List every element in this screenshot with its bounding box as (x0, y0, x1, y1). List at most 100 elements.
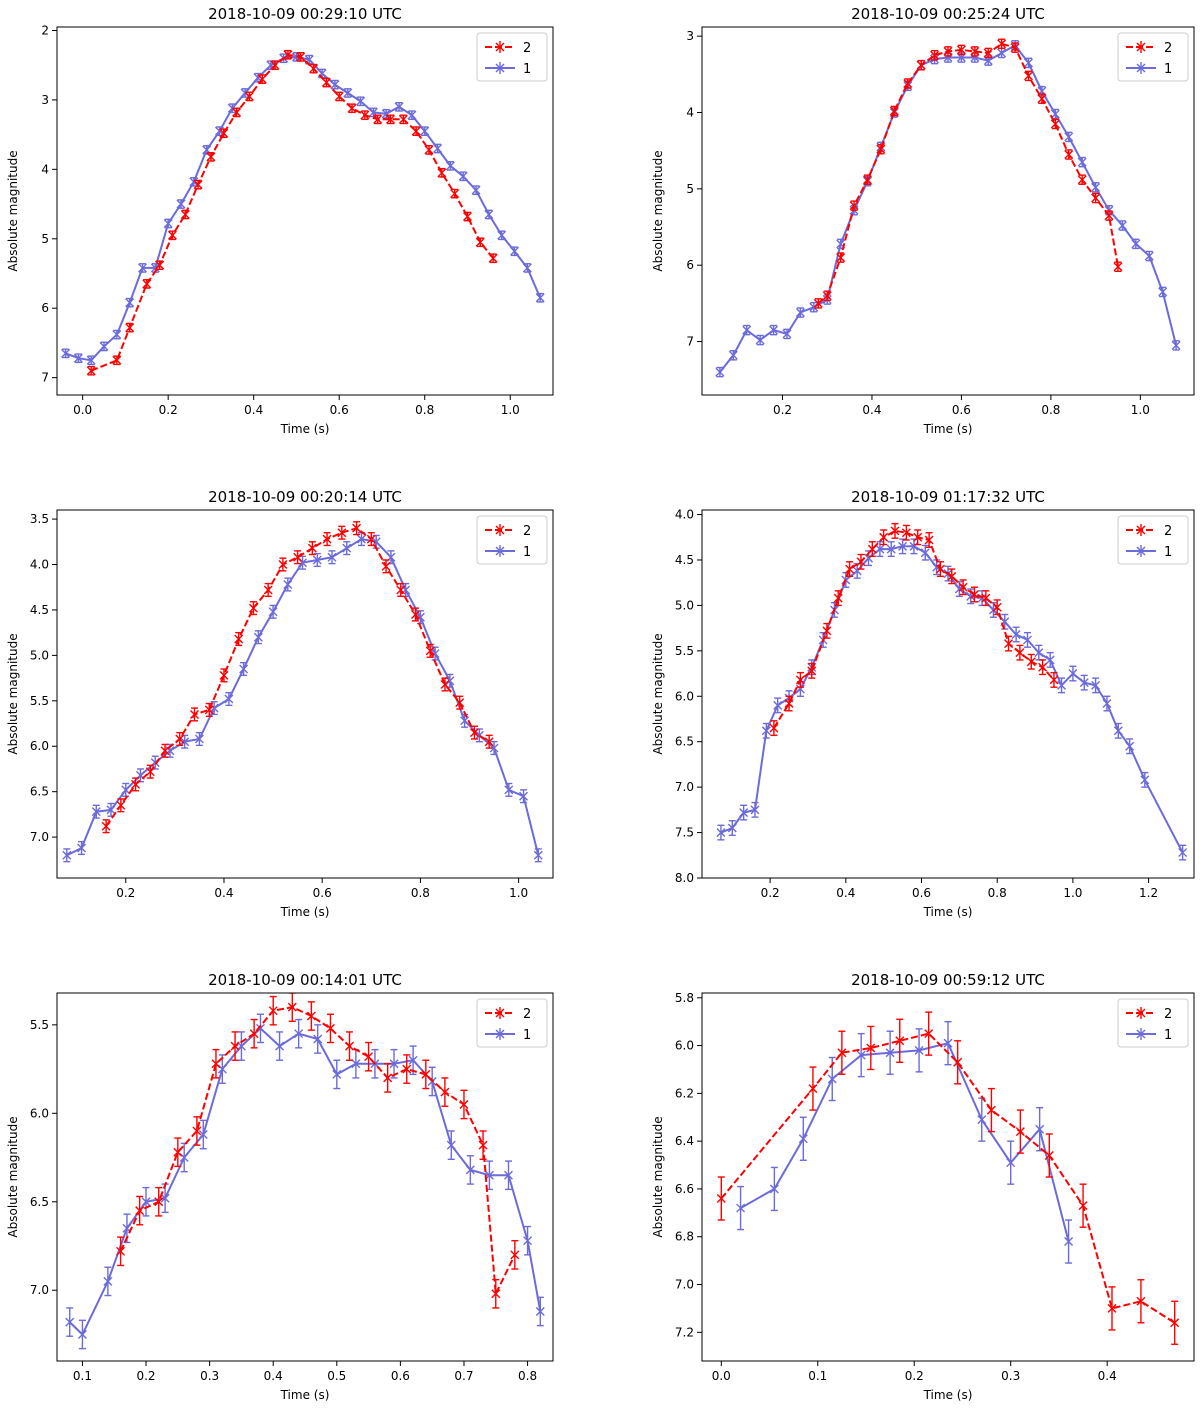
point-marker (91, 807, 101, 817)
data-point (947, 568, 957, 585)
data-point (402, 1054, 412, 1084)
point-marker (956, 45, 966, 55)
data-point (867, 541, 877, 558)
marker-stroke (194, 734, 204, 744)
point-marker (992, 602, 1002, 612)
y-tick-label: 7 (41, 371, 49, 385)
marker-stroke (535, 1306, 545, 1316)
point-marker (914, 1045, 924, 1055)
marker-stroke (471, 185, 481, 195)
marker-stroke (1136, 1296, 1146, 1306)
data-point (491, 1278, 501, 1309)
data-point (219, 128, 229, 139)
point-marker (249, 1029, 259, 1039)
data-point (167, 230, 177, 241)
data-point (1011, 626, 1021, 643)
point-marker (736, 1203, 746, 1213)
data-point (145, 764, 155, 779)
chart-panel-6: 0.0 0.1 0.2 0.3 0.4 5.8 6.0 6.2 6.4 6.6 6.8 7.0 7.2 2… (651, 971, 1195, 1402)
axes-frame (701, 992, 1195, 1362)
data-point (1170, 1300, 1180, 1345)
point-marker (519, 791, 529, 801)
data-point (484, 734, 494, 749)
point-marker (206, 152, 216, 162)
marker-stroke (1170, 1318, 1180, 1328)
point-marker (366, 534, 376, 544)
legend: 21 (1117, 515, 1189, 565)
legend-marker (495, 63, 505, 73)
marker-stroke (914, 1045, 924, 1055)
data-point (1004, 635, 1014, 652)
data-point (885, 1030, 895, 1075)
point-marker (381, 561, 391, 571)
data-point (230, 1031, 240, 1061)
point-marker (180, 737, 190, 747)
marker-stroke (91, 807, 101, 817)
data-point (283, 577, 293, 592)
point-marker (352, 523, 362, 533)
x-tick-label: 0.2 (159, 403, 178, 417)
point-marker (86, 355, 96, 365)
marker-stroke (1010, 43, 1020, 53)
data-point (73, 353, 83, 364)
marker-stroke (478, 1140, 488, 1150)
data-point (924, 1011, 934, 1056)
marker-stroke (325, 1023, 335, 1033)
point-marker (924, 1029, 934, 1039)
point-marker (1035, 1124, 1045, 1134)
data-point (268, 995, 278, 1026)
data-point (875, 541, 885, 558)
data-point (901, 524, 911, 541)
series-1 (62, 532, 543, 863)
data-point (478, 1130, 488, 1161)
marker-stroke (268, 1006, 278, 1016)
point-marker (716, 1194, 726, 1204)
data-point (836, 252, 846, 263)
data-point (1136, 1279, 1146, 1324)
data-point (916, 59, 926, 71)
point-marker (986, 1105, 996, 1115)
marker-stroke (266, 60, 276, 70)
legend: 21 (476, 515, 548, 565)
point-marker (813, 298, 823, 308)
x-tick-label: 0.4 (836, 886, 855, 900)
point-marker (1140, 775, 1150, 785)
series-1-line (740, 1042, 1070, 1242)
data-point (307, 541, 317, 556)
marker-stroke (903, 79, 913, 88)
axes-frame (701, 26, 1195, 396)
marker-stroke (342, 543, 352, 553)
data-point (1171, 340, 1181, 351)
point-marker (1011, 629, 1021, 639)
point-marker (65, 1317, 75, 1327)
marker-stroke (236, 1041, 246, 1051)
point-marker (411, 609, 420, 619)
data-point (1068, 665, 1078, 682)
data-point (808, 1066, 818, 1111)
marker-stroke (958, 582, 968, 592)
point-marker (396, 585, 406, 595)
point-marker (1125, 741, 1135, 751)
point-marker (1117, 221, 1127, 231)
chart-panel-4: 0.2 0.4 0.6 0.8 1.0 1.2 4.0 4.5 5.0 5.5 6.0 6.5 7.0 7… (651, 488, 1195, 919)
marker-stroke (488, 253, 498, 263)
point-marker (415, 612, 425, 622)
point-marker (458, 171, 468, 181)
marker-stroke (121, 785, 131, 795)
x-axis-label: Time (s) (923, 905, 973, 919)
point-marker (930, 50, 940, 60)
point-marker (351, 1059, 361, 1069)
point-marker (983, 48, 993, 58)
y-tick-label: 5.5 (675, 644, 694, 658)
marker-stroke (154, 1197, 164, 1207)
data-point (1078, 1183, 1088, 1228)
point-marker (1015, 648, 1025, 658)
point-marker (885, 1048, 895, 1058)
marker-stroke (244, 91, 254, 101)
point-marker (176, 199, 186, 209)
point-marker (321, 78, 331, 88)
marker-stroke (474, 730, 484, 740)
point-marker (1024, 71, 1034, 81)
point-marker (822, 626, 832, 636)
